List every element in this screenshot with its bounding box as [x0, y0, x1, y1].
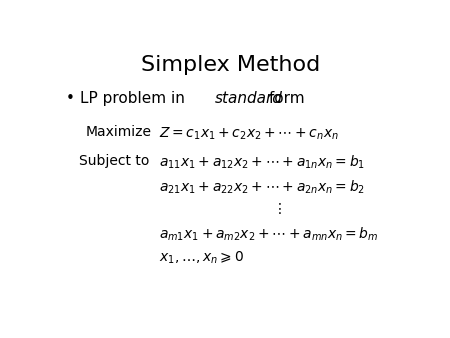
Text: $a_{21}x_1 + a_{22}x_2 + \cdots + a_{2n}x_n = b_2$: $a_{21}x_1 + a_{22}x_2 + \cdots + a_{2n}… [159, 178, 365, 196]
Text: •: • [66, 91, 75, 106]
Text: $a_{m1}x_1 + a_{m2}x_2 + \cdots + a_{mn}x_n = b_m$: $a_{m1}x_1 + a_{m2}x_2 + \cdots + a_{mn}… [159, 225, 379, 243]
Text: $Z = c_1x_1 + c_2x_2 + \cdots + c_nx_n$: $Z = c_1x_1 + c_2x_2 + \cdots + c_nx_n$ [159, 125, 339, 142]
Text: $a_{11}x_1 + a_{12}x_2 + \cdots + a_{1n}x_n = b_1$: $a_{11}x_1 + a_{12}x_2 + \cdots + a_{1n}… [159, 154, 365, 171]
Text: standard: standard [215, 91, 283, 106]
Text: $\vdots$: $\vdots$ [273, 201, 282, 216]
Text: Simplex Method: Simplex Method [141, 55, 320, 75]
Text: form: form [264, 91, 304, 106]
Text: $x_1, \ldots, x_n \geqslant 0$: $x_1, \ldots, x_n \geqslant 0$ [159, 250, 244, 266]
Text: Subject to: Subject to [79, 154, 149, 168]
Text: Maximize: Maximize [86, 125, 152, 139]
Text: LP problem in: LP problem in [80, 91, 190, 106]
